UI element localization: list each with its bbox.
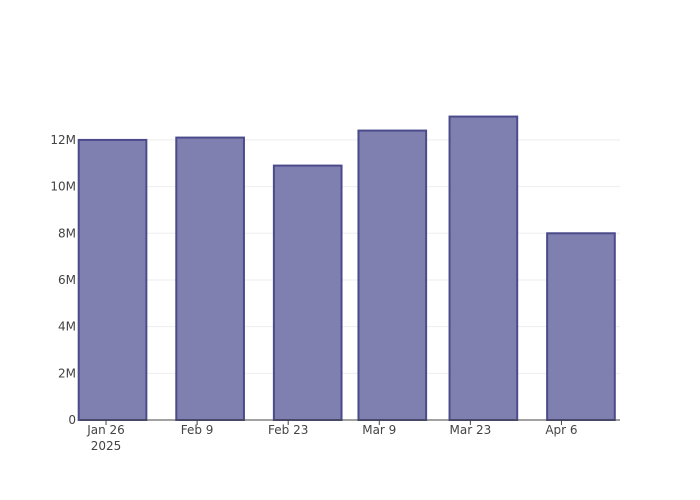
y-tick-label: 8M (58, 226, 76, 240)
y-tick-label: 4M (58, 320, 76, 334)
bar (272, 164, 343, 421)
bar (175, 136, 245, 422)
bar (77, 138, 148, 421)
x-tick-label: Apr 6 (545, 423, 577, 437)
x-tick-label-line: 2025 (91, 439, 122, 453)
bar (357, 129, 428, 421)
y-tick-label: 12M (50, 133, 76, 147)
x-tick-label: Feb 23 (268, 423, 308, 437)
x-tick-label: Mar 9 (362, 423, 396, 437)
x-tick-label-line: Apr 6 (545, 423, 577, 437)
x-tick-label-line: Mar 23 (449, 423, 491, 437)
x-tick-label-line: Feb 9 (181, 423, 214, 437)
x-tick-label-line: Jan 26 (86, 423, 125, 437)
y-tick-label: 2M (58, 366, 76, 380)
y-tick-label: 6M (58, 273, 76, 287)
x-tick-label: Jan 26 2025 (86, 423, 125, 453)
y-tick-label: 10M (50, 180, 76, 194)
x-tick-label-line: Mar 9 (362, 423, 396, 437)
y-tick-label: 0 (68, 413, 76, 427)
x-tick-label: Feb 9 (181, 423, 214, 437)
x-tick-label-line: Feb 23 (268, 423, 308, 437)
x-tick-label: Mar 23 (449, 423, 491, 437)
bar (448, 115, 519, 422)
bar (546, 232, 616, 421)
